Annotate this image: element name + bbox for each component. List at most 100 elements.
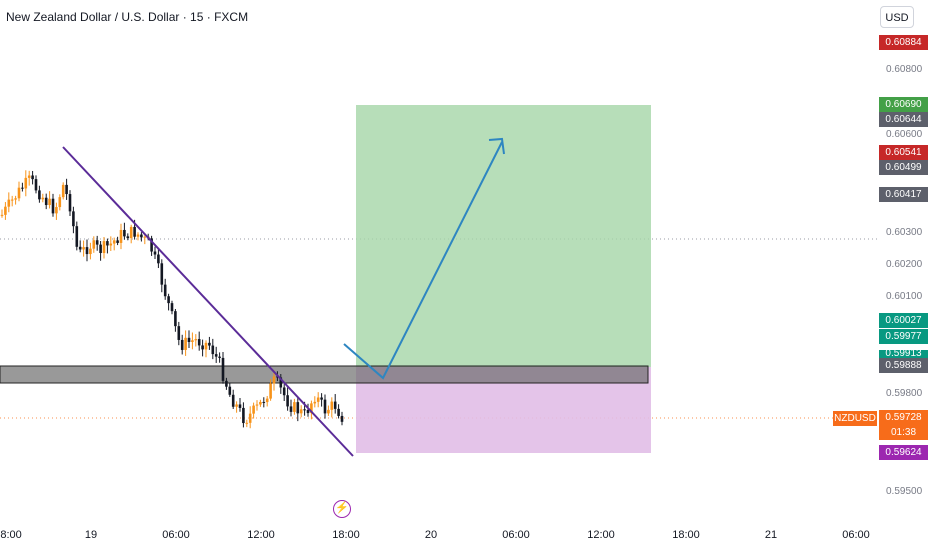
candle-body <box>269 383 272 399</box>
time-label: 06:00 <box>162 529 190 541</box>
candle-body <box>218 356 221 358</box>
candle-body <box>191 340 194 342</box>
candle-body <box>303 409 306 411</box>
candle-body <box>221 357 225 381</box>
candle-body <box>255 404 259 406</box>
current-price: 0.59728 <box>885 412 922 423</box>
candle-body <box>48 198 51 206</box>
price-badge: 0.59913 <box>879 350 928 358</box>
candle-body <box>82 247 85 250</box>
candle-body <box>51 198 55 214</box>
price-tick: 0.60100 <box>886 291 923 302</box>
candle-body <box>259 401 262 405</box>
candle-body <box>7 199 11 207</box>
candle-body <box>225 380 228 387</box>
candle-body <box>276 376 279 378</box>
candle-body <box>109 243 113 246</box>
candle-body <box>21 187 24 189</box>
candle-body <box>228 386 232 395</box>
time-label: 12:00 <box>587 529 615 541</box>
candle-body <box>299 409 303 414</box>
time-label: 18:00 <box>332 529 360 541</box>
time-label: 19 <box>84 529 98 541</box>
candle-body <box>143 236 147 238</box>
projection-arrow[interactable] <box>343 141 503 380</box>
price-badge: 0.59977 <box>879 329 928 344</box>
candle-body <box>279 377 283 388</box>
lightning-icon[interactable]: ⚡ <box>333 500 351 518</box>
candle-body <box>75 226 79 247</box>
candle-body <box>170 303 174 312</box>
candle-body <box>41 197 45 200</box>
candle-body <box>99 244 102 254</box>
candle-body <box>133 226 136 237</box>
candle-body <box>27 175 31 178</box>
candle-body <box>204 342 208 350</box>
candle-body <box>286 395 289 407</box>
candle-body <box>126 236 130 239</box>
price-badge: 0.59888 <box>879 358 928 373</box>
candle-body <box>306 409 310 414</box>
candle-body <box>72 211 75 227</box>
candle-body <box>235 404 238 407</box>
candle-body <box>293 402 296 412</box>
candle-body <box>10 199 14 201</box>
candle-body <box>65 184 68 195</box>
candle-body <box>184 337 187 350</box>
candle-body <box>272 376 276 384</box>
price-badge: 0.59624 <box>879 445 928 460</box>
candle-body <box>119 229 123 243</box>
candle-body <box>61 184 65 198</box>
candle-body <box>320 397 323 400</box>
currency-button[interactable]: USD <box>880 6 914 28</box>
candle-body <box>337 408 340 416</box>
candle-body <box>187 337 191 342</box>
price-badge: 0.60027 <box>879 313 928 328</box>
candle-body <box>112 240 116 244</box>
candle-body <box>245 422 249 424</box>
candle-body <box>282 387 286 396</box>
candle-body <box>95 240 99 245</box>
support-zone-box[interactable] <box>0 365 649 384</box>
candle-body <box>197 339 201 346</box>
candle-body <box>123 229 126 237</box>
candle-body <box>4 206 7 215</box>
price-badge: 0.60541 <box>879 145 928 160</box>
candle-body <box>85 247 89 255</box>
candle-body <box>116 240 119 243</box>
candle-body <box>231 394 235 407</box>
candle-body <box>157 254 160 264</box>
price-tick: 0.59800 <box>886 388 923 399</box>
candle-body <box>106 241 109 246</box>
candle-body <box>153 251 157 255</box>
projection-arrow-head <box>488 137 505 155</box>
candle-body <box>340 415 344 422</box>
candle-body <box>208 342 211 346</box>
candlestick-series <box>0 170 344 429</box>
price-badge: 0.60690 <box>879 97 928 112</box>
candle-body <box>214 354 218 357</box>
candle-body <box>68 194 72 212</box>
candle-body <box>34 179 38 191</box>
current-price-badge: 0.59728 01:38 <box>879 410 928 440</box>
candle-body <box>252 405 255 414</box>
candle-body <box>17 187 21 199</box>
candle-body <box>163 284 167 297</box>
candle-body <box>174 311 177 327</box>
price-tick: 0.59500 <box>886 486 923 497</box>
candle-body <box>330 401 334 410</box>
candle-body <box>167 296 170 304</box>
candle-body <box>78 246 82 250</box>
candle-body <box>316 397 320 402</box>
trendline[interactable] <box>62 146 354 457</box>
candle-body <box>177 326 181 340</box>
candle-body <box>296 402 300 414</box>
candle-body <box>14 198 17 200</box>
candle-body <box>0 214 4 216</box>
time-label: 12:00 <box>247 529 275 541</box>
candle-body <box>136 234 140 237</box>
candle-body <box>262 401 266 403</box>
candle-body <box>150 238 153 252</box>
candle-body <box>248 413 252 423</box>
